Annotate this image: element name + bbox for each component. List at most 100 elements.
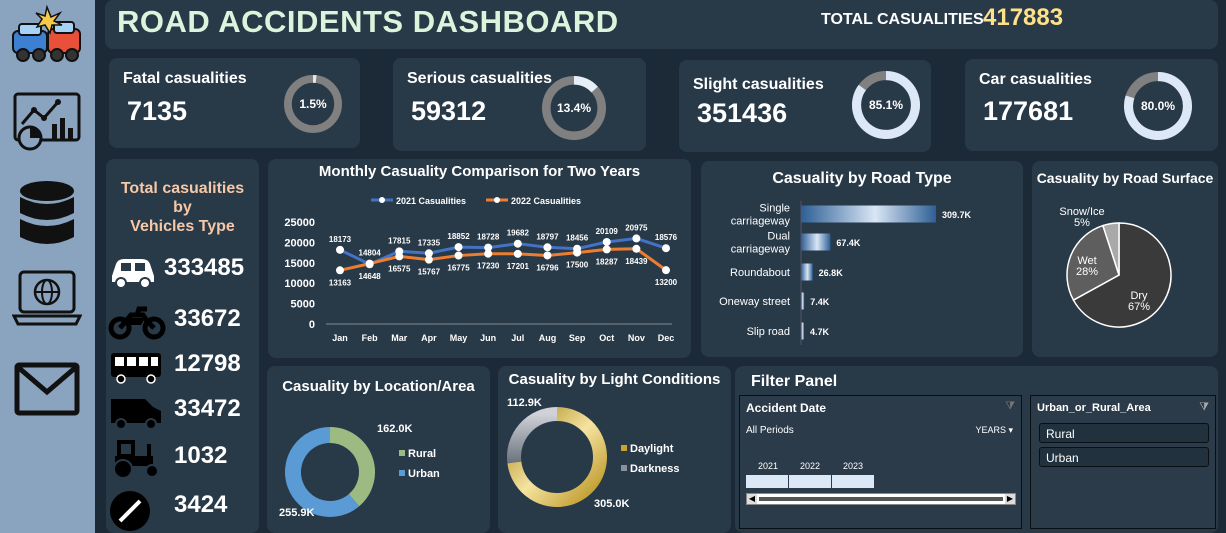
road-type-panel: Casuality by Road Type 309.7K Single carri… — [701, 161, 1023, 357]
data-label: 18439 — [625, 257, 648, 266]
data-point — [662, 266, 670, 275]
car-crash-icon[interactable] — [10, 0, 84, 74]
data-label: 17335 — [418, 238, 441, 247]
timeline-scrollbar[interactable]: ◀ ▶ — [746, 493, 1016, 505]
kpi-donut: 1.5% — [283, 74, 343, 134]
kpi-label: Car casualities — [979, 71, 1092, 88]
donut-segment — [329, 427, 375, 507]
slicer-option-urban[interactable]: Urban — [1039, 447, 1209, 467]
database-icon[interactable] — [10, 178, 84, 252]
data-label: 18852 — [447, 232, 470, 241]
data-label: 16575 — [388, 264, 411, 273]
data-point — [662, 244, 670, 253]
vehicle-value: 333485 — [164, 254, 245, 281]
pie-slice — [1072, 222, 1172, 328]
data-label: 255.9K — [279, 507, 315, 519]
donut-segment — [507, 407, 558, 464]
legend-marker — [379, 197, 385, 203]
data-label: 20975 — [625, 223, 648, 232]
light-donut-chart: 305.0K 112.9K Daylight Darkness — [507, 397, 680, 510]
data-point — [632, 244, 641, 253]
granularity-dropdown[interactable]: YEARS ▾ — [975, 425, 1013, 435]
data-point — [395, 252, 404, 261]
clear-filter-icon[interactable]: ⧩ — [1005, 400, 1015, 412]
motorcycle-icon — [108, 306, 166, 340]
data-point — [543, 251, 552, 260]
category-label: carriageway — [731, 244, 791, 256]
monthly-comparison-panel: Monthly Casuality Comparison for Two Yea… — [268, 159, 691, 358]
van-icon — [111, 399, 161, 430]
kpi-label: Fatal casualities — [123, 70, 247, 87]
bar — [801, 322, 804, 340]
analytics-report-icon[interactable] — [10, 86, 84, 160]
vehicle-type-panel: Total casualities by Vehicles Type 33348… — [106, 159, 259, 533]
vehicle-row-van: 33472 — [106, 391, 256, 431]
data-point — [454, 251, 463, 260]
x-tick-label: Jan — [332, 333, 348, 343]
vehicle-value: 33472 — [174, 395, 241, 422]
filter-panel: Filter Panel Accident Date ⧩ All Periods… — [735, 366, 1218, 533]
donut-segment — [507, 407, 607, 507]
scroll-left-icon[interactable]: ◀ — [747, 494, 757, 504]
data-point — [543, 243, 552, 252]
timeline-bar-2021[interactable] — [746, 475, 788, 488]
data-label: 17815 — [388, 236, 411, 245]
x-tick-label: Nov — [628, 333, 645, 343]
y-tick-label: 20000 — [284, 237, 315, 249]
x-tick-label: Aug — [539, 333, 557, 343]
data-point — [454, 243, 463, 252]
data-point — [513, 249, 522, 258]
scroll-thumb[interactable] — [759, 497, 1003, 501]
data-label: 19682 — [507, 229, 530, 238]
timeline-bar-2023[interactable] — [832, 475, 874, 488]
scroll-right-icon[interactable]: ▶ — [1005, 494, 1015, 504]
mail-icon[interactable] — [10, 352, 84, 426]
legend-label: Urban — [408, 468, 440, 480]
kpi-card-serious: Serious casualities 59312 13.4% — [393, 58, 646, 151]
kpi-label: Serious casualities — [407, 70, 552, 87]
timeline-bar-2022[interactable] — [789, 475, 831, 488]
bar-value-label: 309.7K — [942, 210, 972, 220]
category-label: Roundabout — [730, 267, 790, 279]
kpi-percent-label: 80.0% — [1141, 99, 1175, 113]
year-label-2022: 2022 — [799, 461, 821, 471]
data-label: 17500 — [566, 261, 589, 270]
legend-swatch — [621, 465, 627, 471]
data-label: 18173 — [329, 235, 352, 244]
x-tick-label: Oct — [599, 333, 614, 343]
location-donut-chart: 162.0K 255.9K Rural Urban — [279, 423, 440, 519]
legend-label: Rural — [408, 448, 436, 460]
light-title: Casuality by Light Conditions — [508, 371, 721, 388]
bar — [801, 233, 831, 251]
data-point — [424, 255, 433, 264]
year-label-2021: 2021 — [757, 461, 779, 471]
category-label: Dual — [767, 231, 790, 243]
x-tick-label: Jun — [480, 333, 496, 343]
web-globe-laptop-icon[interactable] — [10, 262, 84, 336]
slicer-title: Urban_or_Rural_Area — [1037, 402, 1151, 414]
data-point — [336, 266, 344, 275]
data-point — [336, 245, 344, 254]
road-type-bar-chart: 309.7KSinglecarriageway67.4KDualcarriage… — [719, 201, 972, 345]
data-label: 20109 — [596, 227, 619, 236]
kpi-donut: 85.1% — [851, 70, 921, 140]
data-point — [602, 237, 611, 246]
slice-percent-label: 5% — [1074, 217, 1090, 229]
data-label: 14648 — [359, 272, 382, 281]
vehicle-value: 3424 — [174, 491, 228, 518]
kpi-card-fatal: Fatal casualities 7135 1.5% — [109, 58, 360, 148]
slice-name-label: Snow/Ice — [1059, 206, 1104, 218]
slicer-option-rural[interactable]: Rural — [1039, 423, 1209, 443]
accident-date-slicer[interactable]: Accident Date ⧩ All Periods YEARS ▾ 2021… — [739, 395, 1022, 529]
kpi-donut: 80.0% — [1123, 71, 1193, 141]
bar-value-label: 26.8K — [819, 268, 844, 278]
clear-filter-icon[interactable]: ⧩ — [1199, 401, 1209, 413]
series-line-0 — [339, 236, 667, 266]
x-tick-label: Apr — [421, 333, 437, 343]
series-line-1 — [339, 247, 667, 272]
data-label: 18728 — [477, 233, 500, 242]
urban-rural-slicer[interactable]: Urban_or_Rural_Area ⧩ Rural Urban — [1030, 395, 1216, 529]
legend-label: 2021 Casualities — [396, 196, 466, 206]
vehicle-row-other: 3424 — [106, 487, 256, 531]
